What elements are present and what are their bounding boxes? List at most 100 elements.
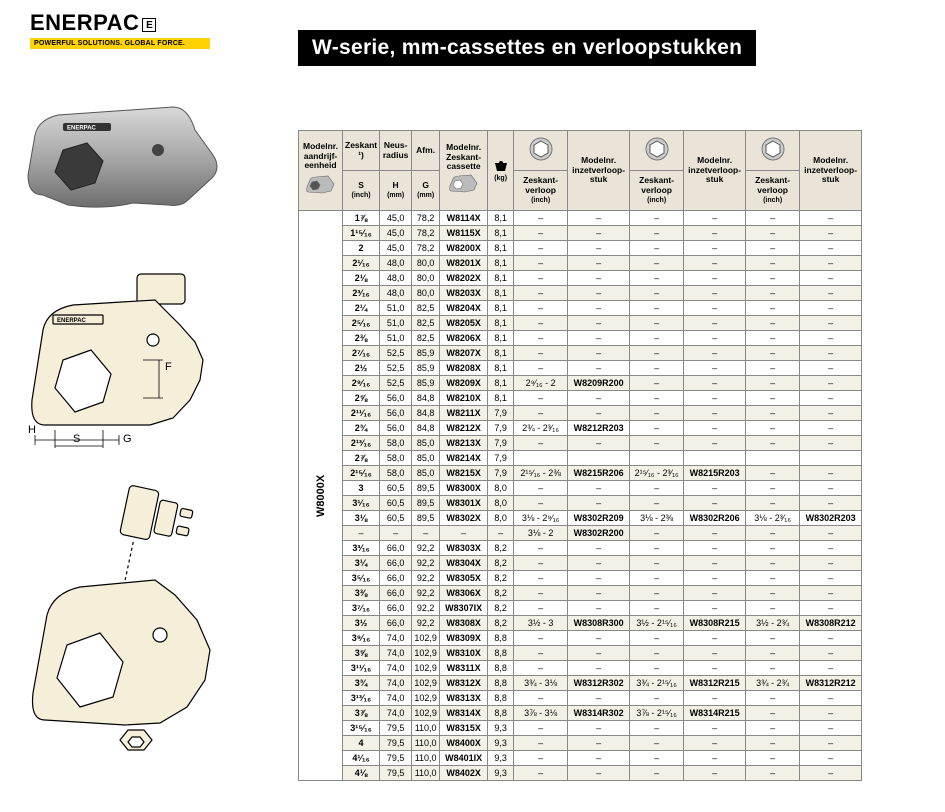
cell-kg: 8,1 xyxy=(488,271,514,286)
cell-g: 92,2 xyxy=(412,601,440,616)
cell-v1: – xyxy=(514,661,568,676)
cell-p3: – xyxy=(800,241,862,256)
cell-kg: 7,9 xyxy=(488,421,514,436)
cell-v3: – xyxy=(746,286,800,301)
cell-kg: 8,8 xyxy=(488,691,514,706)
table-row: 3³⁄₁₆66,092,2W8303X8,2–––––– xyxy=(299,541,862,556)
cell-m: W8312X xyxy=(440,676,488,691)
cell-s: 2⅝ xyxy=(343,391,380,406)
cell-m: W8213X xyxy=(440,436,488,451)
cell-kg: 8,1 xyxy=(488,241,514,256)
cell-s: 4 xyxy=(343,736,380,751)
cell-m: W8301X xyxy=(440,496,488,511)
cell-m: W8202X xyxy=(440,271,488,286)
cell-p3: – xyxy=(800,331,862,346)
cell-g: 84,8 xyxy=(412,421,440,436)
cell-v3: – xyxy=(746,226,800,241)
cell-g: 92,2 xyxy=(412,541,440,556)
dim-h-label: H xyxy=(28,424,36,436)
cell-p2: – xyxy=(684,631,746,646)
cell-v2: – xyxy=(630,226,684,241)
diagram-brand-label: ENERPAC xyxy=(57,318,87,324)
cell-p1: – xyxy=(568,316,630,331)
cell-p1: – xyxy=(568,631,630,646)
cell-v3: 3½ - 2¾ xyxy=(746,616,800,631)
col-neusradius: Neus-radius xyxy=(380,131,412,171)
cell-v1: 3⅛ - 2⁹⁄₁₆ xyxy=(514,511,568,526)
cell-p1: W8212R203 xyxy=(568,421,630,436)
cell-s: 2¾ xyxy=(343,421,380,436)
cell-h: 74,0 xyxy=(380,706,412,721)
brand-mark-icon: E xyxy=(142,18,156,32)
brand-name: ENERPAC xyxy=(30,10,139,35)
cell-p1: – xyxy=(568,271,630,286)
cell-v1: 3⅛ - 2 xyxy=(514,526,568,541)
cell-p2: W8302R206 xyxy=(684,511,746,526)
cell-h: 58,0 xyxy=(380,451,412,466)
cell-v1: – xyxy=(514,736,568,751)
cell-p1: W8312R302 xyxy=(568,676,630,691)
cell-p3: – xyxy=(800,301,862,316)
col-g-unit: G(mm) xyxy=(412,171,440,211)
cell-p3: – xyxy=(800,496,862,511)
cell-v1: – xyxy=(514,286,568,301)
table-row: 3⁷⁄₁₆66,092,2W8307IX8,2–––––– xyxy=(299,601,862,616)
cell-p2: – xyxy=(684,691,746,706)
cell-v2: – xyxy=(630,766,684,781)
cell-h: 66,0 xyxy=(380,541,412,556)
table-row: 2¹⁄₁₆48,080,0W8201X8,1–––––– xyxy=(299,256,862,271)
col-verloop-3: Zeskant-verloop(inch) xyxy=(746,171,800,211)
brand-tagline: POWERFUL SOLUTIONS. GLOBAL FORCE. xyxy=(30,38,210,49)
table-row: 3¹¹⁄₁₆74,0102,9W8311X8,8–––––– xyxy=(299,661,862,676)
cell-p2: – xyxy=(684,571,746,586)
cell-m: W8204X xyxy=(440,301,488,316)
cell-v1: – xyxy=(514,361,568,376)
cell-h: 52,5 xyxy=(380,346,412,361)
cell-v2: – xyxy=(630,256,684,271)
cell-p2: – xyxy=(684,481,746,496)
table-row: 2³⁄₁₆48,080,0W8203X8,1–––––– xyxy=(299,286,862,301)
cell-s: 2⁵⁄₁₆ xyxy=(343,316,380,331)
cell-m: – xyxy=(440,526,488,541)
cell-kg: 8,1 xyxy=(488,346,514,361)
cell-p2: – xyxy=(684,436,746,451)
cell-p3: – xyxy=(800,466,862,481)
cell-kg: 7,9 xyxy=(488,436,514,451)
dim-s-label: S xyxy=(73,433,80,445)
cell-v2: – xyxy=(630,541,684,556)
cell-p2: – xyxy=(684,376,746,391)
cell-p1: W8302R200 xyxy=(568,526,630,541)
table-row: 2¹³⁄₁₆58,085,0W8213X7,9–––––– xyxy=(299,436,862,451)
cell-s: 3³⁄₁₆ xyxy=(343,541,380,556)
cell-p2: – xyxy=(684,256,746,271)
cell-g: 89,5 xyxy=(412,481,440,496)
cell-p2: W8215R203 xyxy=(684,466,746,481)
cell-g: 82,5 xyxy=(412,331,440,346)
hex-insert-icon xyxy=(644,136,670,162)
cell-kg: 8,2 xyxy=(488,586,514,601)
cell-p1: – xyxy=(568,211,630,226)
cell-h: 58,0 xyxy=(380,436,412,451)
cell-kg: 9,3 xyxy=(488,766,514,781)
col-verloop-2: Zeskant-verloop(inch) xyxy=(630,171,684,211)
cell-p3: – xyxy=(800,436,862,451)
cell-v3: – xyxy=(746,421,800,436)
cell-v2: – xyxy=(630,556,684,571)
cell-h: 66,0 xyxy=(380,556,412,571)
cell-p3: – xyxy=(800,736,862,751)
table-row: W8000X1⅞45,078,2W8114X8,1–––––– xyxy=(299,211,862,226)
cell-p2: – xyxy=(684,346,746,361)
cell-v2: – xyxy=(630,721,684,736)
table-row: 2¾56,084,8W8212X7,92¾ - 2³⁄₁₆W8212R203––… xyxy=(299,421,862,436)
cell-m: W8308X xyxy=(440,616,488,631)
table-row: 3¼66,092,2W8304X8,2–––––– xyxy=(299,556,862,571)
cell-g: 78,2 xyxy=(412,211,440,226)
cell-s: 3 xyxy=(343,481,380,496)
cell-p2: W8308R215 xyxy=(684,616,746,631)
table-row: 3⁹⁄₁₆74,0102,9W8309X8,8–––––– xyxy=(299,631,862,646)
cell-v2: – xyxy=(630,316,684,331)
cell-v2 xyxy=(630,451,684,466)
table-row: 2½52,585,9W8208X8,1–––––– xyxy=(299,361,862,376)
table-row: 2⅜51,082,5W8206X8,1–––––– xyxy=(299,331,862,346)
cell-s: 3⁷⁄₁₆ xyxy=(343,601,380,616)
